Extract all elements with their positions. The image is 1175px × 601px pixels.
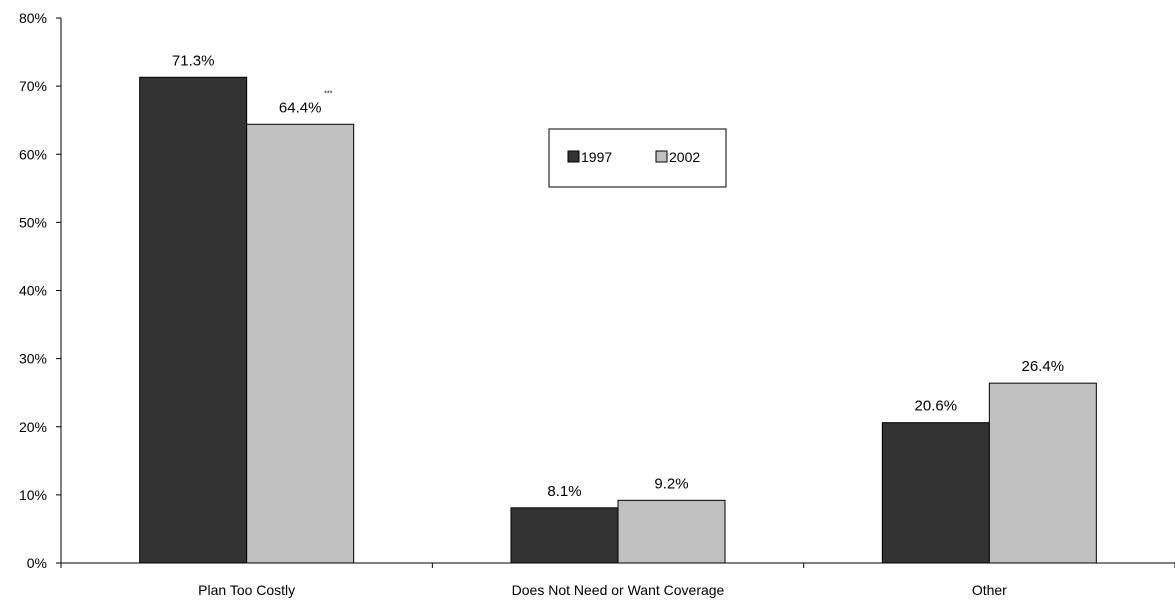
data-label: 64.4% (279, 99, 322, 116)
legend: 1997 2002 (548, 128, 727, 188)
legend-swatch-1997 (567, 150, 580, 163)
y-tick-label: 40% (19, 283, 47, 299)
legend-swatch-2002 (655, 150, 668, 163)
bar-1997 (881, 422, 990, 564)
x-axis: Plan Too Costly Does Not Need or Want Cov… (60, 562, 1175, 598)
x-category-label: Plan Too Costly (198, 582, 295, 598)
bars (139, 76, 1097, 564)
y-axis: 0% 10% 20% 30% 40% 50% 60% 70% 80% (19, 10, 62, 571)
bar-2002 (988, 382, 1097, 564)
significance-marker: *** (324, 90, 332, 97)
y-tick-label: 10% (19, 487, 47, 503)
bar-1997 (510, 507, 619, 564)
data-label: 71.3% (172, 52, 215, 69)
data-label: 9.2% (654, 475, 688, 492)
data-label: 20.6% (915, 398, 958, 415)
y-tick-label: 20% (19, 419, 47, 435)
legend-label: 1997 (581, 149, 612, 165)
y-tick-label: 30% (19, 351, 47, 367)
data-labels: 71.3% 64.4%*** 8.1% 9.2% 20.6% 26.4% (172, 52, 1064, 500)
data-label: 26.4% (1022, 358, 1065, 375)
y-tick-label: 80% (19, 10, 47, 26)
bar-2002 (617, 499, 726, 564)
x-category-label: Other (972, 582, 1007, 598)
y-tick-label: 0% (27, 555, 47, 571)
y-tick-label: 50% (19, 214, 47, 230)
data-label: 8.1% (547, 483, 581, 500)
y-tick-label: 70% (19, 78, 47, 94)
legend-label: 2002 (669, 149, 700, 165)
bar-1997 (139, 76, 248, 564)
x-category-label: Does Not Need or Want Coverage (512, 582, 725, 598)
y-tick-label: 60% (19, 146, 47, 162)
bar-2002 (246, 123, 355, 564)
